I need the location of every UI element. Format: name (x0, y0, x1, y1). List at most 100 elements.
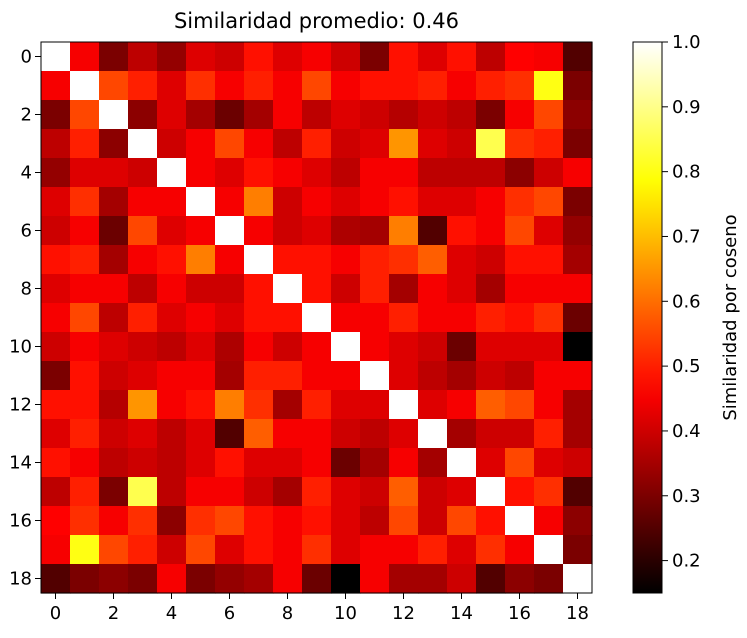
heatmap-cell (244, 477, 274, 507)
heatmap-cell (99, 535, 129, 565)
heatmap-cell (128, 303, 158, 333)
heatmap-cell (128, 390, 158, 420)
heatmap-cell (41, 535, 71, 565)
plot-frame (40, 41, 593, 594)
heatmap-cell (70, 332, 100, 362)
x-tick-label: 0 (50, 603, 61, 624)
heatmap-cell (331, 419, 361, 449)
heatmap-cell (389, 129, 419, 159)
heatmap-cell (476, 506, 506, 536)
heatmap-cell (389, 71, 419, 101)
heatmap-cell (534, 390, 564, 420)
colorbar-frame (632, 41, 663, 594)
heatmap-cell (215, 71, 245, 101)
colorbar-axis: 0.2 0.3 0.4 0.5 0.6 0.7 0.8 0.9 1.0 (662, 32, 701, 572)
heatmap-cell (476, 158, 506, 188)
heatmap-cell (360, 419, 390, 449)
heatmap-cell (157, 477, 187, 507)
heatmap-cell (186, 419, 216, 449)
heatmap-cell (302, 158, 332, 188)
heatmap-cell (215, 361, 245, 391)
heatmap-cell (418, 216, 448, 246)
heatmap-cell (360, 448, 390, 478)
heatmap-cell (273, 506, 303, 536)
heatmap-cell (244, 245, 274, 275)
heatmap-cell (244, 506, 274, 536)
heatmap-cell (476, 274, 506, 304)
heatmap-cell (215, 448, 245, 478)
y-tick-label: 16 (9, 511, 32, 532)
heatmap-cell (244, 216, 274, 246)
heatmap-cell (418, 506, 448, 536)
heatmap-cell (563, 535, 593, 565)
heatmap-cell (157, 535, 187, 565)
heatmap-cell (476, 245, 506, 275)
heatmap-cell (157, 187, 187, 217)
heatmap-cell (302, 419, 332, 449)
heatmap-cell (186, 535, 216, 565)
heatmap-cell (534, 100, 564, 130)
heatmap-cell (418, 187, 448, 217)
x-tick-label: 14 (450, 603, 473, 624)
heatmap-cell (99, 564, 129, 594)
heatmap-cell (389, 245, 419, 275)
heatmap-cell (447, 332, 477, 362)
heatmap-cell (99, 506, 129, 536)
heatmap-cell (360, 477, 390, 507)
heatmap-cell (302, 129, 332, 159)
heatmap-cell (360, 274, 390, 304)
heatmap-cell (128, 42, 158, 72)
heatmap-cell (389, 506, 419, 536)
heatmap-cell (302, 332, 332, 362)
heatmap-cell (41, 158, 71, 188)
heatmap-cell (563, 187, 593, 217)
colorbar-tick-label: 0.6 (672, 291, 701, 312)
heatmap-cell (360, 245, 390, 275)
heatmap-cell (302, 448, 332, 478)
heatmap-cell (273, 303, 303, 333)
heatmap-cell (244, 158, 274, 188)
heatmap-cell (534, 361, 564, 391)
heatmap-cell (128, 506, 158, 536)
heatmap-cell (273, 390, 303, 420)
heatmap-cell (186, 448, 216, 478)
heatmap-cell (99, 100, 129, 130)
heatmap-cell (505, 361, 535, 391)
heatmap-cell (505, 129, 535, 159)
heatmap-cell (302, 303, 332, 333)
heatmap-cell (418, 361, 448, 391)
heatmap-cell (563, 216, 593, 246)
heatmap-cell (447, 42, 477, 72)
heatmap-cell (70, 158, 100, 188)
heatmap-cell (389, 100, 419, 130)
heatmap-cell (389, 390, 419, 420)
heatmap-cell (331, 129, 361, 159)
heatmap-cell (360, 71, 390, 101)
heatmap-cell (476, 42, 506, 72)
heatmap-cell (534, 535, 564, 565)
heatmap-cell (563, 506, 593, 536)
heatmap-cell (41, 187, 71, 217)
heatmap-cell (215, 158, 245, 188)
heatmap-cell (128, 245, 158, 275)
heatmap-cell (360, 187, 390, 217)
heatmap-cell (331, 564, 361, 594)
heatmap-cell (215, 187, 245, 217)
heatmap-cell (331, 71, 361, 101)
heatmap-cell (302, 535, 332, 565)
heatmap-cell (505, 100, 535, 130)
heatmap-cell (273, 535, 303, 565)
heatmap-cell (41, 216, 71, 246)
heatmap-cell (447, 419, 477, 449)
heatmap-cell (447, 506, 477, 536)
heatmap-cell (186, 158, 216, 188)
heatmap-cell (41, 100, 71, 130)
heatmap-cell (534, 42, 564, 72)
heatmap-cell (505, 71, 535, 101)
heatmap-cell (360, 216, 390, 246)
y-tick-label: 8 (21, 279, 32, 300)
heatmap-cell (447, 535, 477, 565)
heatmap-cell (273, 332, 303, 362)
heatmap-cell (41, 129, 71, 159)
heatmap-cell (418, 100, 448, 130)
